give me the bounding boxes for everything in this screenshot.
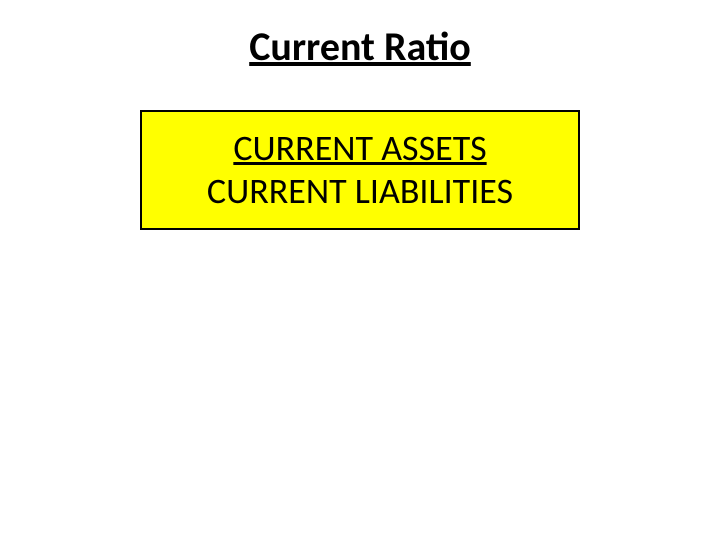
formula-numerator: CURRENT ASSETS — [233, 127, 486, 170]
formula-denominator: CURRENT LIABILITIES — [207, 170, 513, 213]
slide-title: Current Ratio — [0, 22, 720, 71]
formula-box: CURRENT ASSETS CURRENT LIABILITIES — [140, 110, 580, 230]
